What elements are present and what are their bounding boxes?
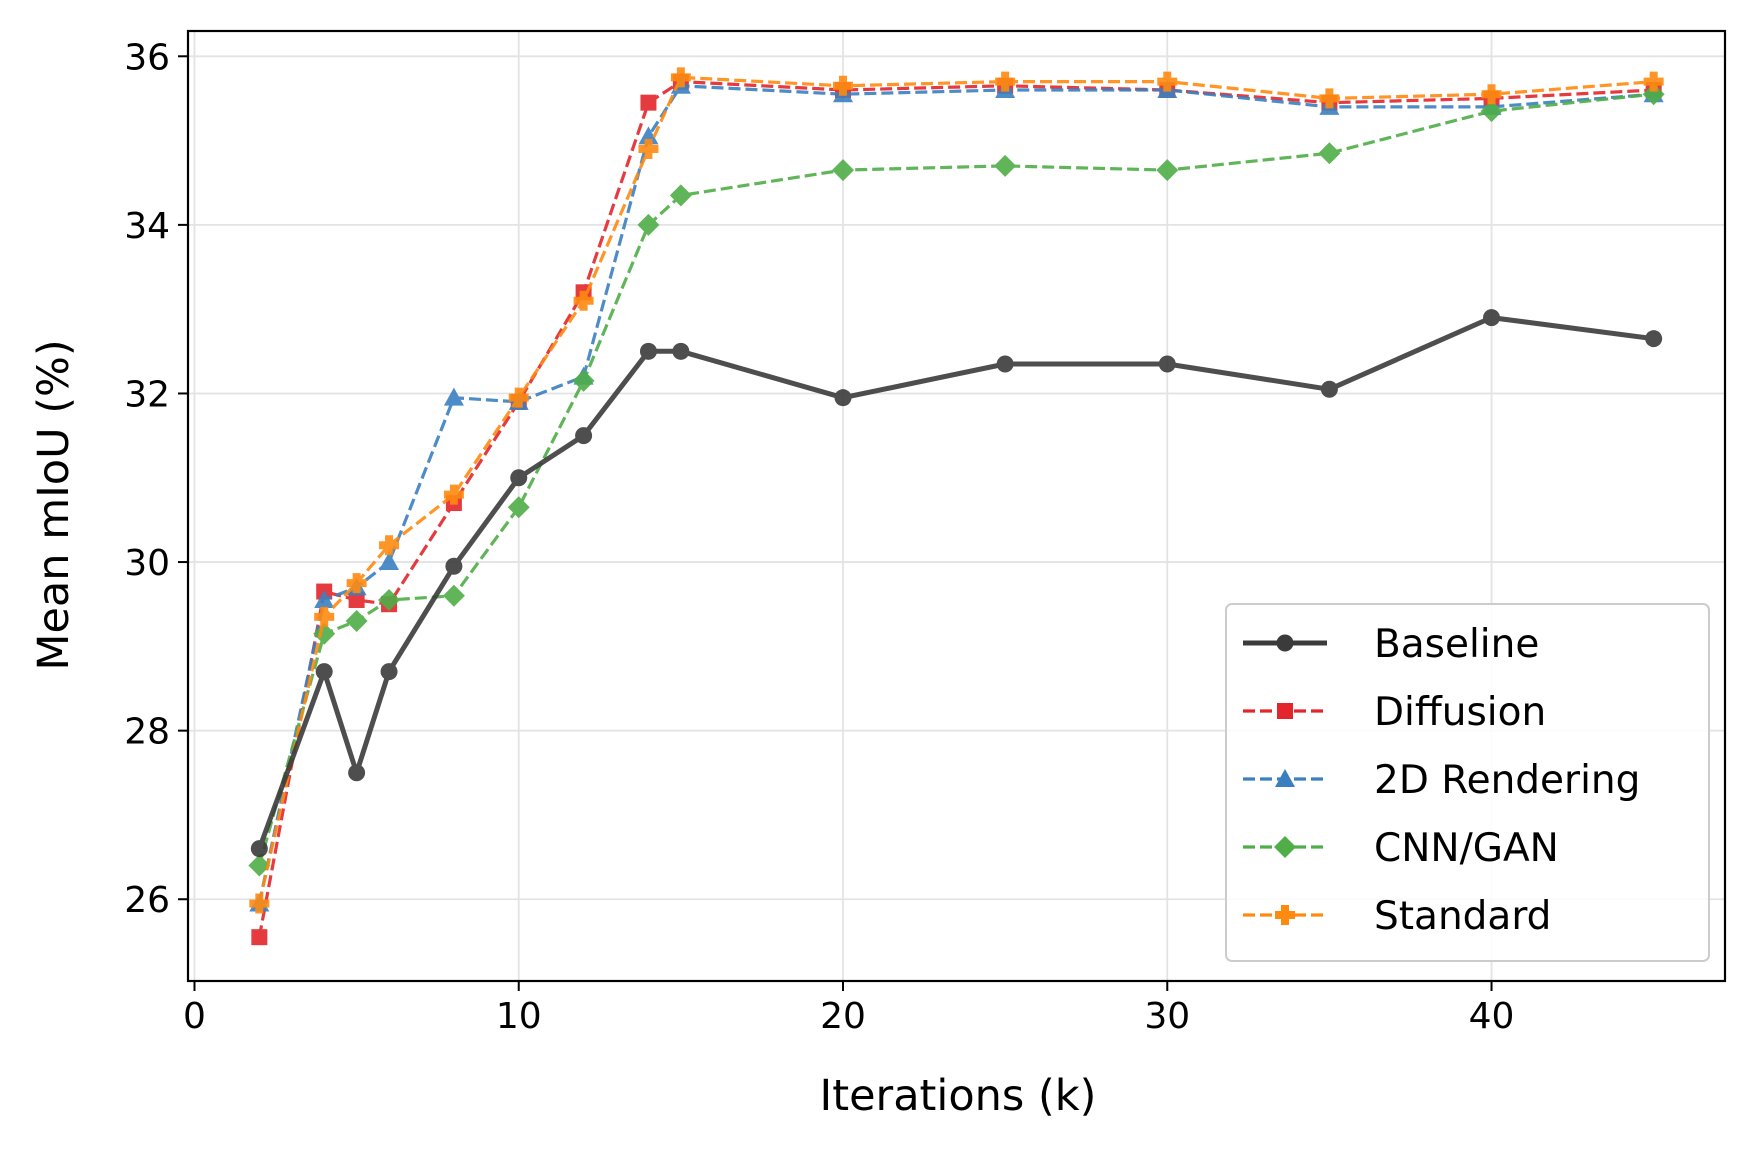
marker-plus — [1319, 88, 1340, 109]
series-line — [257, 79, 1654, 938]
marker-diamond — [378, 588, 401, 611]
marker-diamond — [248, 854, 271, 877]
marker-triangle — [638, 126, 659, 145]
marker-circle — [639, 342, 657, 360]
legend-label: Baseline — [1374, 622, 1539, 667]
marker-circle — [250, 840, 268, 858]
legend-entry: Standard — [1243, 894, 1551, 939]
x-tick-label: 20 — [820, 996, 866, 1037]
y-tick-label: 36 — [124, 37, 170, 78]
legend-label: Standard — [1374, 894, 1551, 939]
marker-diamond — [442, 584, 465, 607]
marker-square — [251, 929, 268, 946]
marker-diamond — [313, 622, 336, 645]
marker-plus — [833, 75, 854, 96]
marker-diamond — [1480, 100, 1503, 123]
marker-plus — [443, 484, 464, 505]
series-cnn-gan — [248, 83, 1665, 877]
marker-circle — [1276, 634, 1294, 652]
marker-circle — [510, 469, 528, 487]
marker-diamond — [994, 154, 1017, 177]
marker-square — [640, 94, 657, 111]
x-tick-label: 0 — [183, 996, 206, 1037]
marker-circle — [1158, 355, 1176, 373]
marker-diamond — [572, 369, 595, 392]
legend-entry: Baseline — [1243, 622, 1539, 667]
y-tick-label: 30 — [124, 543, 170, 584]
x-axis-label: Iterations (k) — [820, 1071, 1097, 1121]
legend-box — [1225, 603, 1710, 962]
marker-plus — [1481, 84, 1502, 105]
series-standard — [249, 67, 1664, 914]
axes-layer — [186, 29, 1727, 983]
marker-circle — [348, 764, 366, 782]
legend-entry: Diffusion — [1243, 690, 1546, 735]
marker-diamond — [345, 610, 368, 633]
legend-entry: 2D Rendering — [1243, 758, 1640, 803]
marker-diamond — [832, 159, 855, 182]
grid-layer — [188, 31, 1725, 981]
marker-plus — [995, 71, 1016, 92]
marker-circle — [1483, 309, 1501, 327]
legend-label: 2D Rendering — [1374, 758, 1640, 803]
marker-diamond — [1318, 142, 1341, 165]
marker-triangle — [379, 552, 400, 571]
y-tick-label: 32 — [124, 374, 170, 415]
marker-triangle — [314, 589, 335, 608]
marker-triangle — [443, 387, 464, 406]
series-baseline — [250, 309, 1663, 858]
marker-circle — [1320, 380, 1338, 398]
y-tick-label: 28 — [124, 712, 170, 753]
marker-plus — [670, 67, 691, 88]
y-tick-label: 34 — [124, 206, 170, 247]
plot-frame — [186, 29, 1727, 983]
marker-square — [1277, 703, 1293, 719]
x-tick-label: 30 — [1144, 996, 1190, 1037]
marker-circle — [575, 427, 593, 445]
marker-circle — [445, 557, 463, 575]
marker-plus — [573, 290, 594, 311]
marker-plus — [638, 139, 659, 160]
tick-layer: 0 10 20 30 40 26 28 30 32 34 36 — [124, 37, 1514, 1037]
marker-diamond — [637, 213, 660, 236]
marker-plus — [346, 573, 367, 594]
x-tick-label: 10 — [496, 996, 542, 1037]
marker-diamond — [507, 496, 530, 519]
marker-circle — [315, 663, 333, 681]
marker-circle — [380, 663, 398, 681]
legend-entry: CNN/GAN — [1243, 826, 1559, 871]
y-tick-label: 26 — [124, 880, 170, 921]
legend-label: Diffusion — [1374, 690, 1546, 735]
marker-plus — [314, 606, 335, 627]
marker-plus — [1643, 71, 1664, 92]
marker-plus — [379, 535, 400, 556]
marker-diamond — [1274, 836, 1296, 858]
legend: Baseline Diffusion 2D Rendering CNN/GAN Stan… — [1225, 603, 1710, 962]
marker-square — [348, 591, 365, 608]
legend-label: CNN/GAN — [1374, 826, 1559, 871]
marker-triangle — [1275, 769, 1295, 787]
marker-circle — [996, 355, 1014, 373]
marker-plus — [508, 387, 529, 408]
y-axis-label: Mean mIoU (%) — [29, 339, 79, 670]
series-layer — [248, 67, 1665, 946]
marker-plus — [1275, 905, 1295, 925]
marker-circle — [672, 342, 690, 360]
marker-diamond — [669, 184, 692, 207]
marker-diamond — [1156, 159, 1179, 182]
marker-diamond — [1642, 83, 1665, 106]
marker-plus — [1157, 71, 1178, 92]
marker-circle — [834, 389, 852, 407]
marker-circle — [1645, 330, 1663, 348]
x-tick-label: 40 — [1469, 996, 1515, 1037]
marker-plus — [249, 893, 270, 914]
